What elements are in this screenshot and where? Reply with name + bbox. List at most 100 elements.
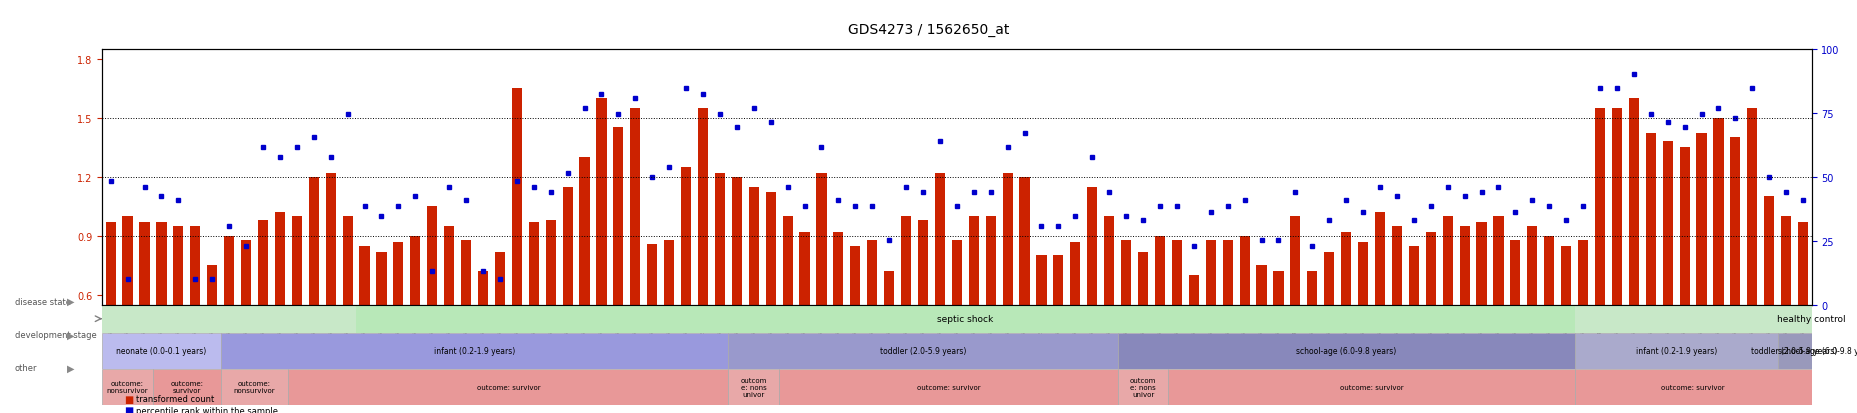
Bar (1777, 333, 1811, 369)
Bar (1593, 109, 1604, 305)
Bar (156, 223, 167, 305)
Bar (1781, 216, 1790, 305)
Bar (102, 305, 357, 333)
Bar (123, 216, 132, 305)
Bar (189, 226, 201, 305)
Bar (646, 244, 657, 305)
Bar (1573, 333, 1777, 369)
Text: percentile rank within the sample: percentile rank within the sample (136, 406, 277, 413)
Bar (1662, 142, 1671, 305)
Bar (967, 216, 979, 305)
Bar (221, 333, 728, 369)
Bar (1645, 134, 1655, 305)
Bar (613, 128, 624, 305)
Text: disease state: disease state (15, 297, 71, 306)
Text: outcome: survivor: outcome: survivor (1339, 384, 1402, 390)
Bar (1391, 226, 1402, 305)
Bar (1712, 118, 1723, 305)
Bar (630, 109, 641, 305)
Bar (851, 246, 860, 305)
Bar (1289, 216, 1300, 305)
Bar (596, 99, 605, 305)
Bar (1053, 256, 1062, 305)
Bar (1374, 213, 1383, 305)
Bar (1510, 240, 1519, 305)
Bar (951, 240, 962, 305)
Bar (1086, 187, 1097, 305)
Bar (288, 369, 728, 405)
Bar (765, 193, 776, 305)
Text: infant (0.2-1.9 years): infant (0.2-1.9 years) (1634, 347, 1716, 355)
Bar (377, 252, 386, 305)
Bar (1811, 333, 1844, 369)
Text: neonate (0.0-0.1 years): neonate (0.0-0.1 years) (117, 347, 206, 355)
Bar (1679, 148, 1688, 305)
Text: ▶: ▶ (67, 330, 74, 339)
Bar (206, 266, 217, 305)
Bar (139, 223, 150, 305)
Bar (1560, 246, 1571, 305)
Bar (1120, 240, 1131, 305)
Bar (698, 109, 708, 305)
Text: outcom
e: nons
univor: outcom e: nons univor (741, 377, 767, 397)
Bar (1424, 232, 1435, 305)
Bar (728, 369, 778, 405)
Bar (1573, 369, 1811, 405)
Bar (1255, 266, 1266, 305)
Text: ■: ■ (124, 405, 134, 413)
Bar (1222, 240, 1231, 305)
Bar (106, 223, 115, 305)
Text: infant (0.2-1.9 years): infant (0.2-1.9 years) (435, 347, 514, 355)
Bar (1695, 134, 1707, 305)
Bar (1762, 197, 1773, 305)
Bar (221, 369, 288, 405)
Bar (563, 187, 572, 305)
Text: outcome: survivor: outcome: survivor (1660, 384, 1723, 390)
Text: toddler (2.0-5.9 years): toddler (2.0-5.9 years) (880, 347, 966, 355)
Bar (258, 221, 267, 305)
Bar (102, 333, 221, 369)
Bar (1118, 333, 1573, 369)
Bar (342, 216, 353, 305)
Bar (1629, 99, 1638, 305)
Text: toddler (2.0-5.9 years): toddler (2.0-5.9 years) (1751, 347, 1837, 355)
Bar (358, 246, 370, 305)
Text: outcome:
survivor: outcome: survivor (171, 380, 202, 393)
Bar (1577, 240, 1588, 305)
Bar (1205, 240, 1214, 305)
Bar (292, 216, 301, 305)
Text: septic shock: septic shock (936, 314, 993, 323)
Bar (1070, 242, 1079, 305)
Bar (225, 236, 234, 305)
Bar (427, 207, 436, 305)
Bar (715, 173, 724, 305)
Text: outcome: survivor: outcome: survivor (475, 384, 540, 390)
Bar (275, 213, 284, 305)
Bar (901, 216, 910, 305)
Bar (663, 240, 674, 305)
Bar (1168, 369, 1573, 405)
Bar (1036, 256, 1045, 305)
Bar (357, 305, 1573, 333)
Bar (1811, 369, 1844, 405)
Bar (799, 232, 810, 305)
Text: ▶: ▶ (67, 363, 74, 373)
Bar (1408, 246, 1419, 305)
Bar (1118, 369, 1168, 405)
Bar (1155, 236, 1164, 305)
Bar (444, 226, 453, 305)
Bar (546, 221, 555, 305)
Bar (682, 167, 691, 305)
Bar (1103, 216, 1114, 305)
Bar (1612, 109, 1621, 305)
Bar (1188, 275, 1198, 305)
Bar (511, 89, 522, 305)
Bar (815, 173, 826, 305)
Bar (102, 369, 152, 405)
Bar (461, 240, 472, 305)
Bar (917, 221, 928, 305)
Text: outcome:
nonsurvivor: outcome: nonsurvivor (106, 380, 149, 393)
Bar (1441, 216, 1452, 305)
Bar (1341, 232, 1350, 305)
Bar (1798, 223, 1807, 305)
